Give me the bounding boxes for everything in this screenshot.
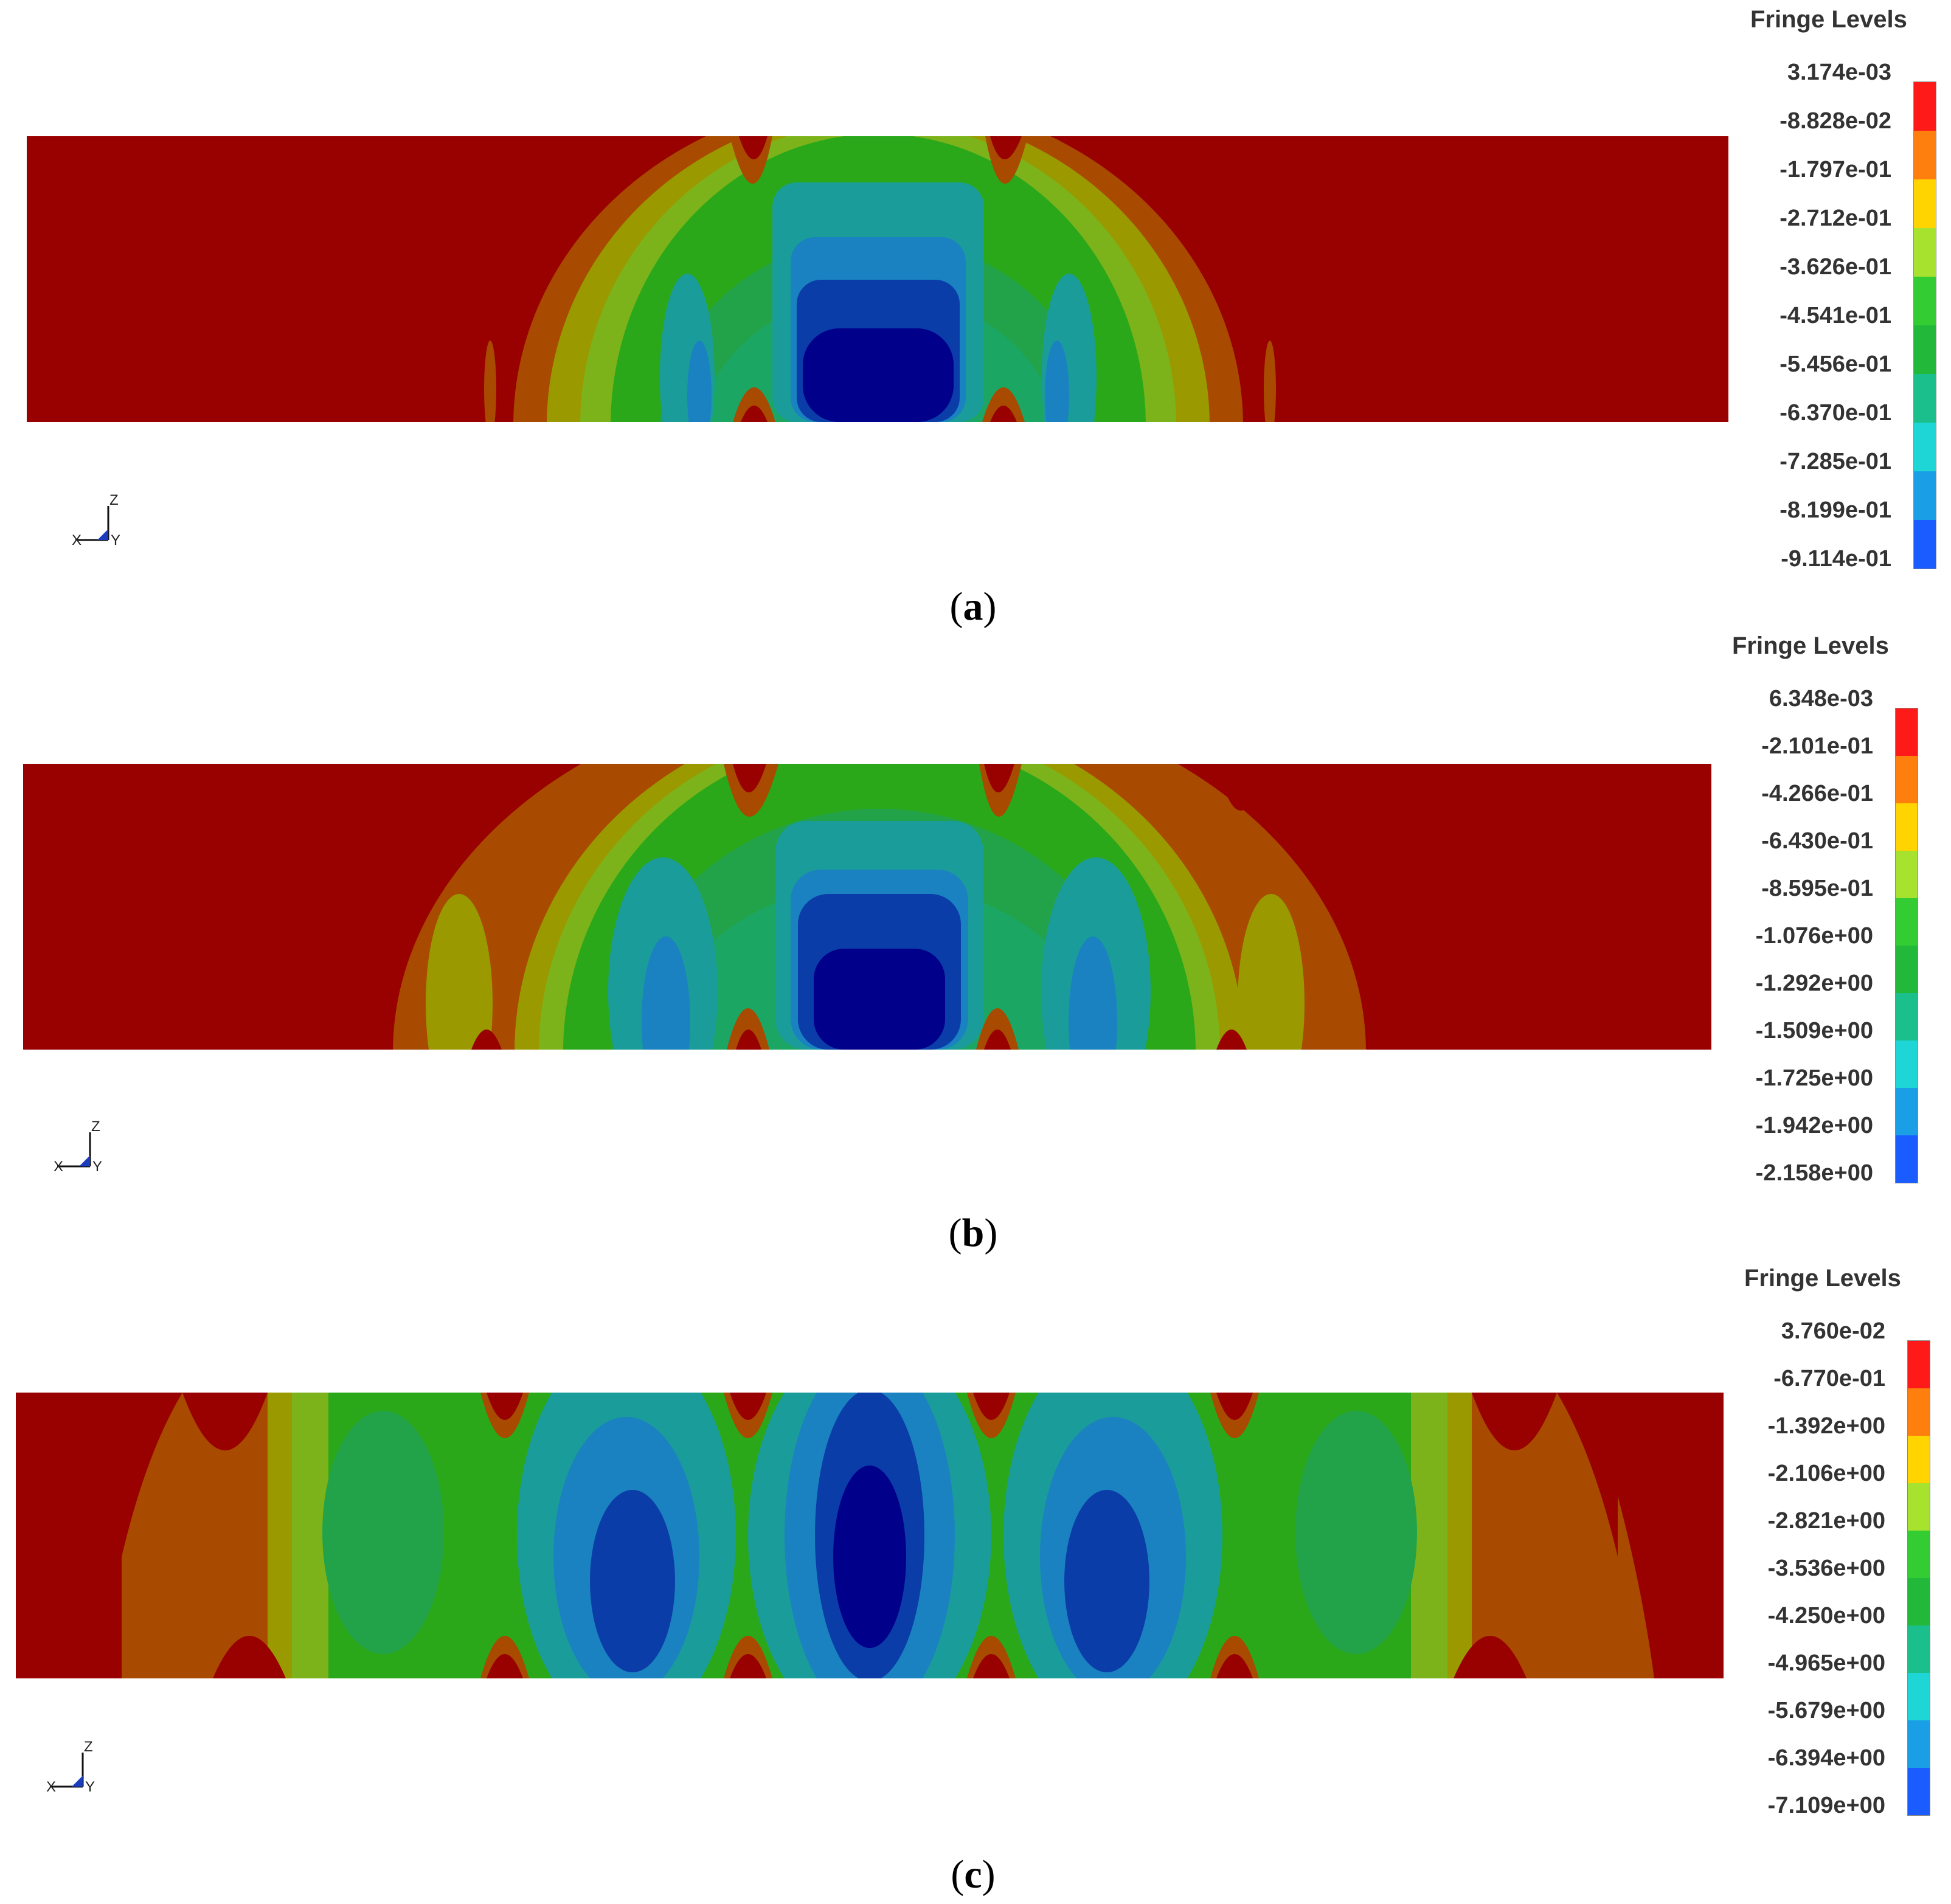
legend-level-2: -1.392e+00 <box>1767 1413 1885 1439</box>
axis-x-label: X <box>54 1158 63 1174</box>
legend-level-6: -4.250e+00 <box>1767 1603 1885 1629</box>
legend-level-4: -3.626e-01 <box>1779 254 1891 280</box>
legend-level-6: -1.292e+00 <box>1755 971 1873 996</box>
axis-y-label: Y <box>92 1158 102 1174</box>
axis-z-label: Z <box>109 493 119 508</box>
legend-level-9: -8.199e-01 <box>1779 497 1891 523</box>
legend-c: Fringe Levels 3.760e-02 -6.770e-01 -1.39… <box>1721 1265 1940 1849</box>
axis-y-label: Y <box>111 532 120 547</box>
legend-level-8: -1.725e+00 <box>1755 1065 1873 1091</box>
legend-level-10: -2.158e+00 <box>1755 1160 1873 1186</box>
legend-colorbar <box>1913 81 1936 569</box>
legend-level-3: -6.430e-01 <box>1761 828 1873 854</box>
panel-b: Z X Y Fringe Levels 6.348e-03 -2.101e-01… <box>0 626 1951 1255</box>
legend-level-5: -4.541e-01 <box>1779 303 1891 328</box>
legend-level-9: -1.942e+00 <box>1755 1113 1873 1138</box>
axis-z-label: Z <box>84 1739 93 1755</box>
legend-level-3: -2.712e-01 <box>1779 206 1891 231</box>
legend-title: Fringe Levels <box>1732 632 1889 659</box>
axis-triad-icon: Z X Y <box>54 1119 102 1174</box>
legend-level-6: -5.456e-01 <box>1779 351 1891 377</box>
axis-triad-icon: Z X Y <box>72 493 120 547</box>
axis-z-label: Z <box>91 1119 100 1135</box>
legend-level-5: -1.076e+00 <box>1755 923 1873 949</box>
legend-level-7: -6.370e-01 <box>1779 400 1891 426</box>
legend-level-5: -3.536e+00 <box>1767 1556 1885 1581</box>
legend-level-2: -4.266e-01 <box>1761 781 1873 806</box>
axis-x-label: X <box>46 1779 56 1794</box>
legend-level-7: -1.509e+00 <box>1755 1018 1873 1044</box>
contour-plot-a <box>27 136 1728 422</box>
panel-c: Z X Y Fringe Levels 3.760e-02 -6.770e-01… <box>0 1253 1951 1904</box>
panel-a: Z X Y Fringe Levels 3.174e-03 -8.828e-02… <box>0 0 1951 629</box>
legend-level-7: -4.965e+00 <box>1767 1650 1885 1676</box>
legend-level-0: 3.760e-02 <box>1781 1318 1885 1344</box>
axis-x-label: X <box>72 532 81 547</box>
legend-colorbar <box>1895 708 1918 1183</box>
legend-level-4: -8.595e-01 <box>1761 876 1873 901</box>
legend-b: Fringe Levels 6.348e-03 -2.101e-01 -4.26… <box>1709 632 1928 1204</box>
contour-plot-b <box>23 764 1711 1050</box>
legend-level-9: -6.394e+00 <box>1767 1745 1885 1771</box>
legend-level-8: -7.285e-01 <box>1779 449 1891 474</box>
axis-y-label: Y <box>85 1779 95 1794</box>
legend-colorbar <box>1907 1340 1930 1816</box>
legend-level-8: -5.679e+00 <box>1767 1698 1885 1723</box>
legend-level-1: -8.828e-02 <box>1779 108 1891 134</box>
caption-b: (b) <box>948 1211 998 1255</box>
legend-level-10: -7.109e+00 <box>1767 1793 1885 1818</box>
legend-level-4: -2.821e+00 <box>1767 1508 1885 1534</box>
legend-level-3: -2.106e+00 <box>1767 1461 1885 1486</box>
contour-plot-c <box>16 1393 1724 1678</box>
legend-level-0: 6.348e-03 <box>1769 686 1873 711</box>
legend-level-1: -2.101e-01 <box>1761 733 1873 759</box>
caption-a: (a) <box>949 584 997 629</box>
legend-level-10: -9.114e-01 <box>1781 546 1891 572</box>
legend-title: Fringe Levels <box>1750 6 1907 33</box>
legend-level-1: -6.770e-01 <box>1773 1366 1885 1391</box>
legend-level-2: -1.797e-01 <box>1779 157 1891 182</box>
legend-level-0: 3.174e-03 <box>1787 60 1891 85</box>
legend-title: Fringe Levels <box>1744 1265 1901 1292</box>
caption-c: (c) <box>951 1852 996 1897</box>
axis-triad-icon: Z X Y <box>46 1739 95 1794</box>
legend-a: Fringe Levels 3.174e-03 -8.828e-02 -1.79… <box>1727 6 1946 578</box>
